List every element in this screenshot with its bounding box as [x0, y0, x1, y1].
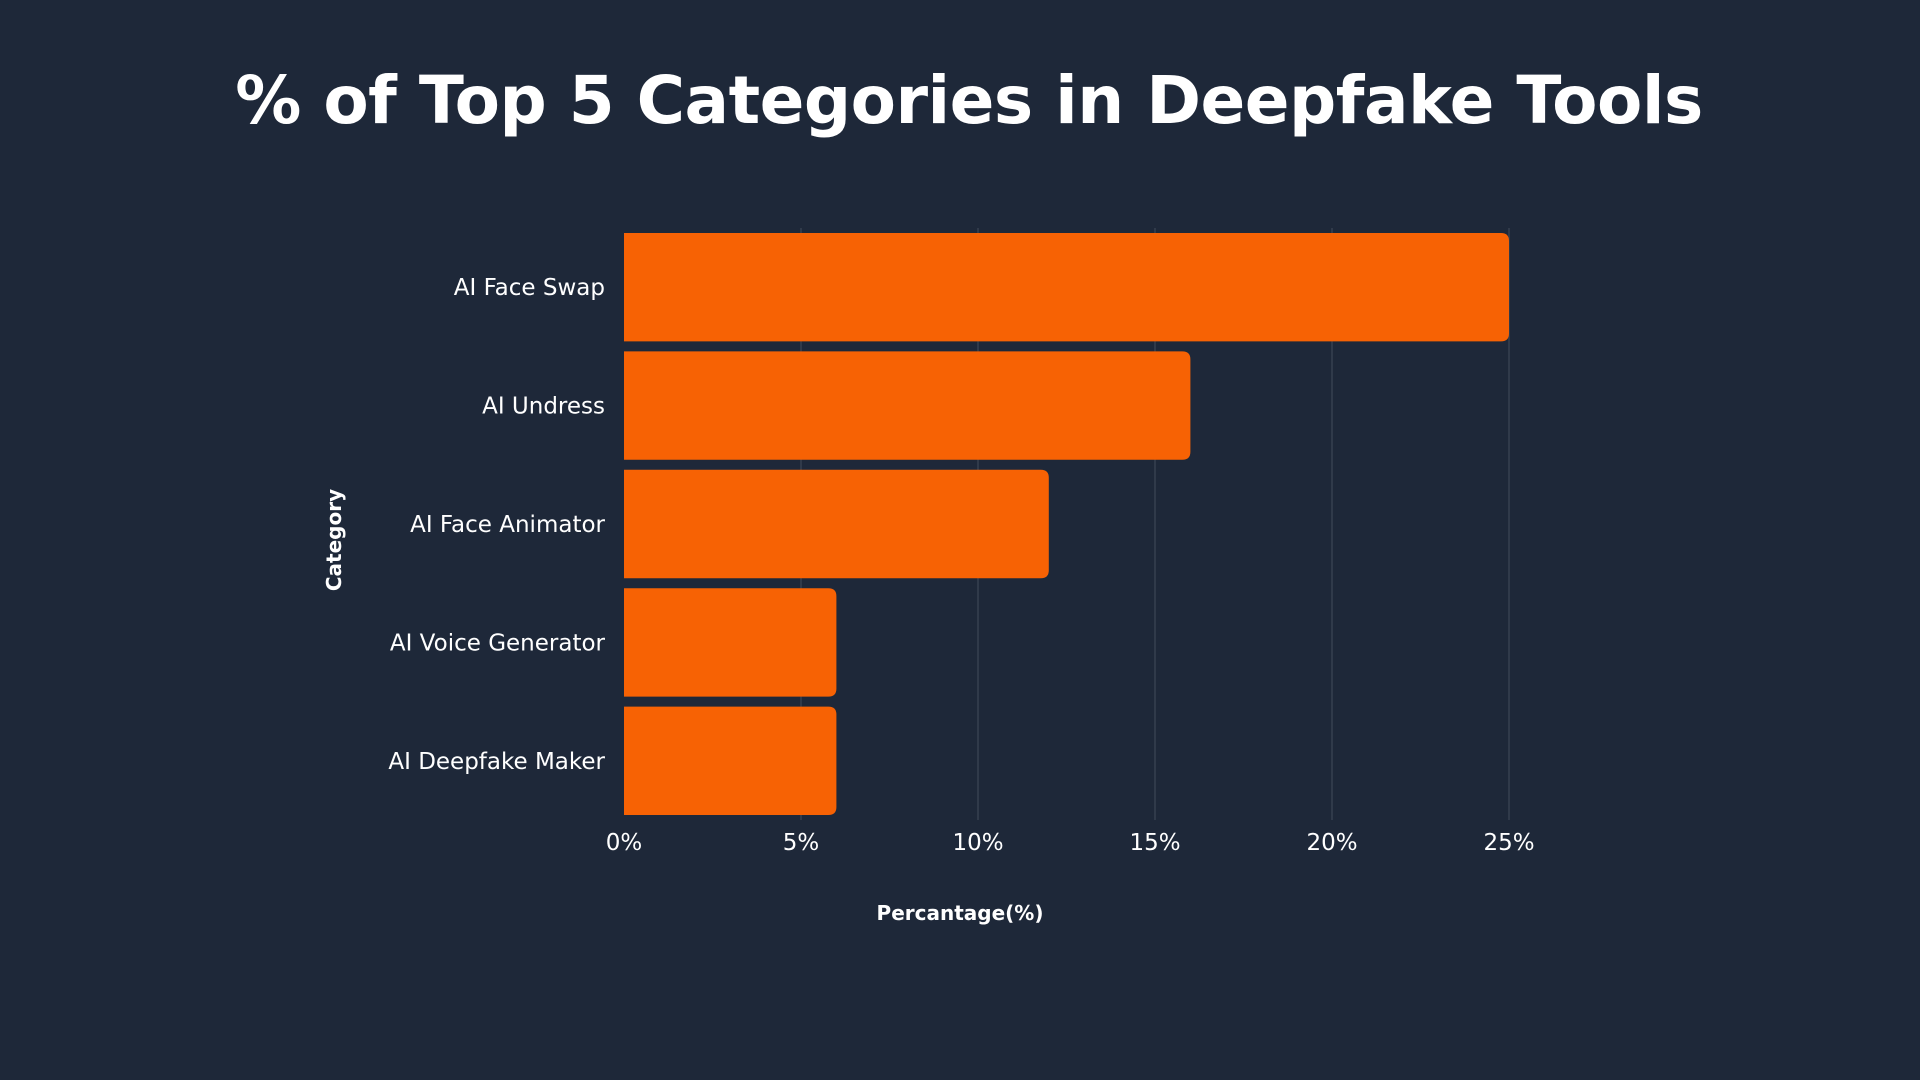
category-label: AI Deepfake Maker: [388, 749, 605, 775]
bar-ai-face-swap: [624, 233, 1509, 342]
chart-title: % of Top 5 Categories in Deepfake Tools: [235, 62, 1703, 139]
x-tick-label: 5%: [783, 830, 820, 856]
category-label: AI Face Swap: [454, 275, 605, 301]
bar-ai-undress: [624, 351, 1191, 460]
x-axis-title: Percantage(%): [877, 901, 1044, 925]
category-label: AI Voice Generator: [390, 630, 606, 656]
category-labels: AI Face Swap AI Undress AI Face Animator AI…: [388, 275, 605, 775]
x-tick-labels: 0% 5% 10% 15% 20% 25%: [606, 830, 1535, 856]
bar-ai-deepfake-maker: [624, 706, 837, 815]
category-label: AI Undress: [482, 394, 605, 420]
y-axis-title: Category: [322, 489, 346, 591]
bar-ai-voice-generator: [624, 588, 837, 697]
x-tick-label: 10%: [952, 830, 1003, 856]
bar-ai-face-animator: [624, 469, 1049, 579]
x-tick-label: 0%: [606, 830, 643, 856]
x-tick-label: 15%: [1129, 830, 1180, 856]
category-label: AI Face Animator: [410, 512, 605, 538]
x-tick-label: 25%: [1483, 830, 1534, 856]
x-tick-label: 20%: [1306, 830, 1357, 856]
bars: [624, 233, 1509, 815]
